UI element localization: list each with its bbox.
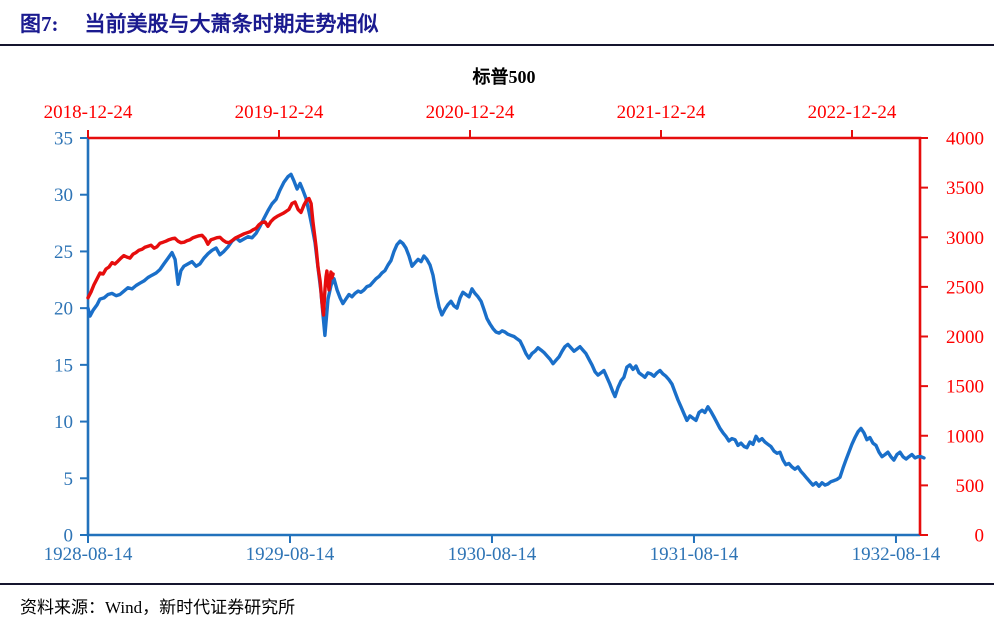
left-axis-tick-label: 5 <box>64 469 74 490</box>
left-axis-tick-label: 35 <box>54 129 73 150</box>
bottom-axis-tick-label: 1930-08-14 <box>448 544 537 565</box>
right-axis-tick-label: 0 <box>975 526 985 547</box>
top-axis-tick-label: 2020-12-24 <box>426 102 515 123</box>
series-1928-1932 <box>86 172 926 488</box>
source-note: 资料来源：Wind，新时代证券研究所 <box>20 598 296 617</box>
bottom-axis-tick-label: 1931-08-14 <box>650 544 739 565</box>
title-divider <box>0 44 994 46</box>
left-axis-tick-label: 30 <box>54 185 73 206</box>
source-divider <box>0 583 994 585</box>
right-axis-tick-label: 3000 <box>946 228 984 249</box>
series-sp500 <box>86 196 335 317</box>
right-axis-tick-label: 500 <box>956 476 985 497</box>
top-axis-tick-label: 2019-12-24 <box>235 102 324 123</box>
top-axis-tick-label: 2018-12-24 <box>44 102 133 123</box>
right-axis-tick-label: 1500 <box>946 377 984 398</box>
chart-title: 标普500 <box>472 67 536 87</box>
left-axis-tick-label: 25 <box>54 242 73 263</box>
figure-header: 图7: 当前美股与大萧条时期走势相似 <box>20 8 379 38</box>
figure-label: 图7: <box>20 12 59 36</box>
right-axis-tick-label: 4000 <box>946 129 984 150</box>
left-axis-tick-label: 0 <box>64 526 74 547</box>
bottom-axis-tick-label: 1932-08-14 <box>852 544 941 565</box>
bottom-axis-tick-label: 1929-08-14 <box>246 544 335 565</box>
left-axis-tick-label: 10 <box>54 412 73 433</box>
top-right-axis-line <box>88 136 922 535</box>
right-axis-tick-label: 2000 <box>946 327 984 348</box>
top-axis-tick-label: 2022-12-24 <box>808 102 897 123</box>
right-axis-tick-label: 2500 <box>946 277 984 298</box>
bottom-axis-tick-label: 1928-08-14 <box>44 544 133 565</box>
left-axis-tick-label: 20 <box>54 299 73 320</box>
right-axis-tick-label: 3500 <box>946 178 984 199</box>
line-chart: 0 5 10 15 20 25 30 35 0 500 1000 1500 2000 2500 3000 35… <box>44 102 985 565</box>
right-axis-tick-label: 1000 <box>946 426 984 447</box>
top-axis-tick-label: 2021-12-24 <box>617 102 706 123</box>
figure-title: 当前美股与大萧条时期走势相似 <box>84 12 379 36</box>
left-axis-tick-label: 15 <box>54 355 73 376</box>
left-bottom-axis-line <box>86 138 920 537</box>
